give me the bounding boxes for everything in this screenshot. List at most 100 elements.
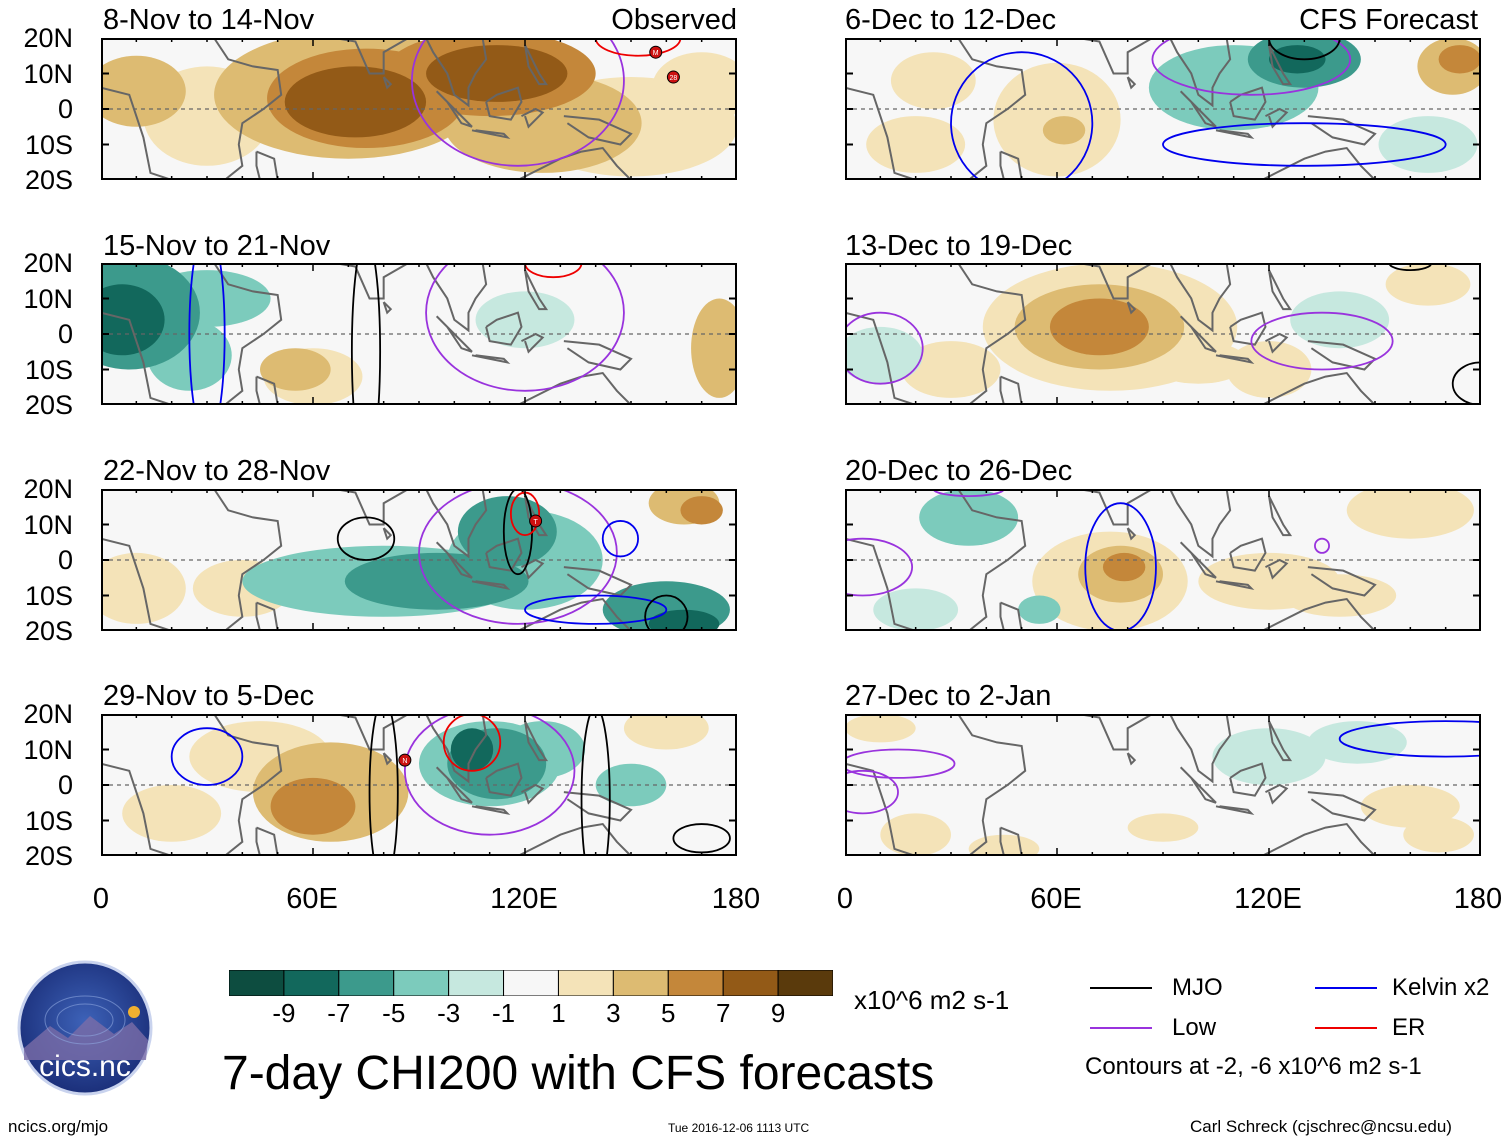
lon-label-0-right: 0	[836, 883, 854, 915]
legend-label-mjo: MJO	[1172, 974, 1223, 1001]
cics-logo: cics.nc	[10, 960, 160, 1100]
anomaly-region	[1018, 595, 1061, 624]
footer-credit: Carl Schreck (cjschrec@ncsu.edu)	[1190, 1117, 1452, 1136]
coastline	[1215, 805, 1255, 816]
lat-label-row3-10n: 10N	[23, 509, 73, 540]
legend-line-er	[1315, 1027, 1377, 1029]
coastline	[845, 86, 916, 180]
storm-marker-label: 28	[670, 75, 678, 82]
anomaly-region	[623, 714, 709, 750]
anomaly-region	[101, 55, 186, 127]
map-svg-2	[101, 263, 737, 405]
map-svg-4: N	[101, 714, 737, 856]
coastline	[485, 537, 523, 572]
coastline	[213, 38, 283, 180]
coastline	[1126, 527, 1137, 541]
panel-title-2: 15-Nov to 21-Nov	[103, 230, 331, 262]
lat-label-row3-0: 0	[57, 545, 73, 575]
lat-label-row1-20n: 20N	[23, 23, 73, 53]
contour-low	[845, 748, 956, 779]
coastline	[1268, 720, 1293, 762]
contour-mjo	[350, 263, 382, 405]
anomaly-region	[1346, 489, 1474, 539]
contour-kelvin	[1084, 502, 1157, 631]
colorbar-swatch	[722, 970, 779, 996]
coastline	[101, 86, 172, 180]
coastline	[213, 489, 283, 631]
lat-label-row1-10n: 10N	[23, 58, 73, 89]
coastline	[435, 541, 473, 579]
coastline	[1078, 489, 1153, 526]
panel-title-4: 29-Nov to 5-Dec	[103, 680, 315, 712]
map-panel-2	[101, 263, 737, 405]
coastline	[101, 311, 172, 405]
footer-link[interactable]: ncics.org/mjo	[8, 1117, 109, 1136]
colorbar-swatch	[283, 970, 340, 996]
contour-low	[1314, 537, 1330, 554]
coastline	[1169, 489, 1232, 559]
coastline	[1229, 762, 1267, 797]
coastline	[845, 537, 916, 631]
coastline	[563, 340, 633, 371]
anomaly-region	[1438, 45, 1481, 74]
colorbar	[229, 970, 833, 996]
anomaly-region	[260, 348, 331, 391]
coastline	[999, 150, 1023, 180]
coastline	[101, 537, 172, 631]
lat-label-row1-20s: 20S	[24, 165, 73, 195]
coastline	[1169, 714, 1232, 784]
map-svg-3: T	[101, 489, 737, 631]
storm-marker-label: M	[653, 50, 659, 57]
coastline	[524, 269, 549, 311]
contour-kelvin	[170, 727, 244, 786]
colorbar-swatch	[448, 970, 505, 996]
coastline	[1259, 146, 1376, 180]
coastline	[435, 315, 473, 353]
coastline	[1179, 766, 1217, 804]
colorbar-swatch	[503, 970, 559, 996]
colorbar-tick-label: -5	[382, 998, 406, 1028]
contour-low	[845, 769, 899, 815]
contour-er	[594, 38, 682, 57]
contour-kelvin	[601, 520, 639, 558]
coastline	[1259, 371, 1376, 405]
coastline	[485, 762, 523, 797]
panel-title-5: 6-Dec to 12-Dec	[845, 4, 1057, 36]
panel-title-3: 22-Nov to 28-Nov	[103, 455, 331, 487]
coastline	[1268, 44, 1293, 86]
contours-note: Contours at -2, -6 x10^6 m2 s-1	[1085, 1053, 1422, 1080]
anomaly-region	[901, 341, 1001, 398]
legend-line-mjo	[1090, 987, 1152, 989]
coastline	[1265, 783, 1289, 805]
storm-marker: 28	[666, 70, 680, 84]
coastline	[101, 762, 172, 856]
legend-line-kelvin	[1315, 987, 1377, 989]
contour-er	[442, 714, 502, 772]
contour-kelvin	[524, 594, 668, 625]
map-svg-5	[845, 38, 1481, 180]
anomaly-region	[873, 588, 959, 631]
anomaly-region	[574, 270, 688, 327]
coastline	[845, 762, 916, 856]
coastline	[1229, 311, 1267, 346]
map-svg-7	[845, 489, 1481, 631]
storm-marker: N	[398, 753, 412, 767]
anomaly-region	[680, 496, 723, 525]
coastline	[1265, 558, 1289, 580]
coastline	[1078, 714, 1153, 751]
anomaly-region	[1307, 721, 1407, 764]
coastline	[999, 601, 1023, 631]
coastline	[521, 558, 545, 580]
coastline	[425, 714, 488, 784]
anomaly-region	[691, 298, 737, 398]
coastline	[1259, 822, 1376, 856]
coastline	[957, 714, 1027, 856]
coastline	[1307, 791, 1377, 822]
map-panel-1: M 28	[101, 38, 737, 180]
colorbar-tick-label: 3	[606, 998, 621, 1028]
anomaly-region	[101, 284, 165, 356]
coastline	[999, 375, 1023, 405]
lat-label-row2-0: 0	[57, 319, 73, 349]
coastline	[425, 263, 488, 333]
coastline	[485, 86, 523, 121]
